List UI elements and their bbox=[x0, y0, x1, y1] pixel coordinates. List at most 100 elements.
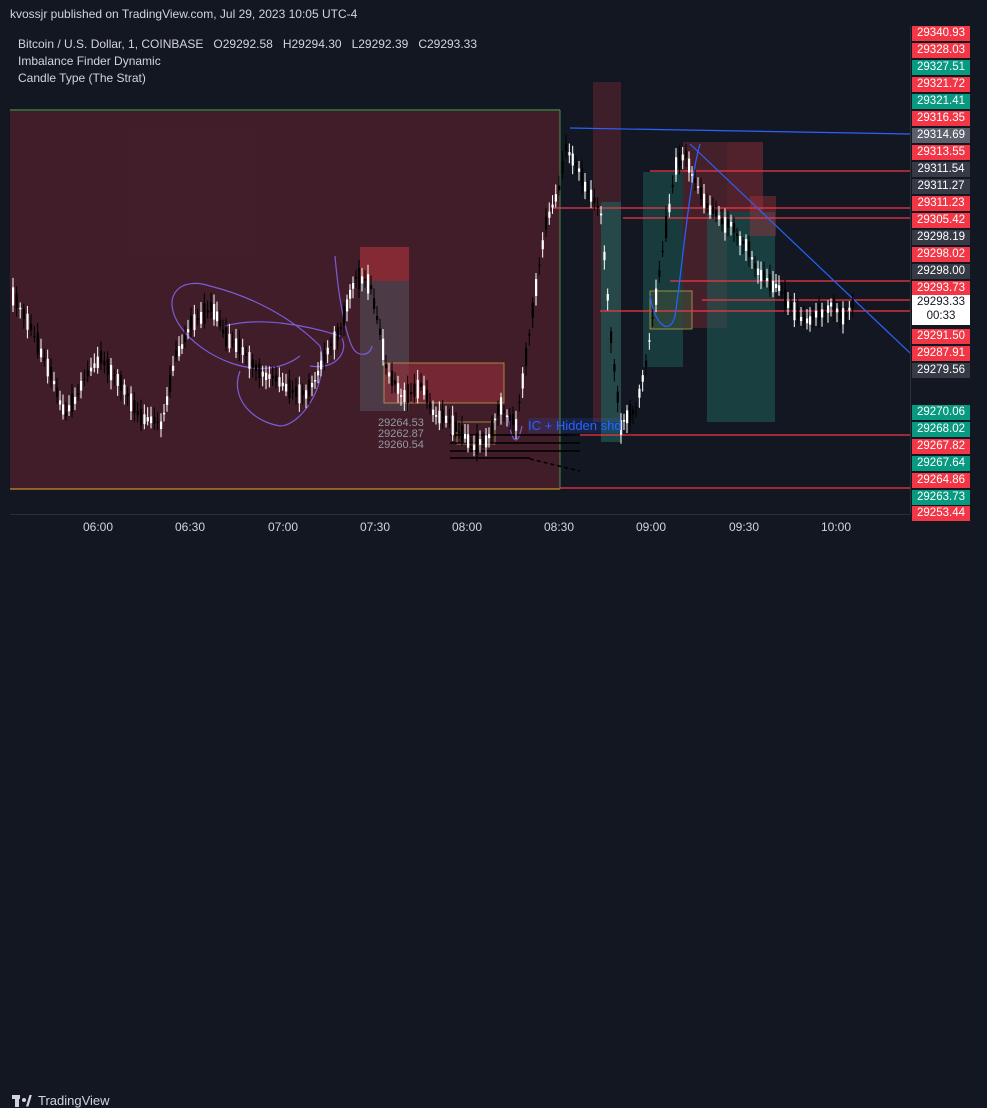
candle-body bbox=[74, 397, 77, 404]
candle-body bbox=[706, 203, 709, 209]
candle-body bbox=[518, 401, 521, 404]
candle-body bbox=[346, 299, 349, 312]
candle-body bbox=[317, 370, 320, 376]
candle-body bbox=[655, 288, 658, 305]
candle-body bbox=[509, 415, 512, 421]
candle-body bbox=[175, 350, 178, 358]
candle-body bbox=[71, 393, 74, 413]
fvg-box bbox=[383, 362, 505, 404]
candle-body bbox=[809, 316, 812, 325]
candle-body bbox=[206, 310, 209, 313]
candle-body bbox=[222, 329, 225, 334]
candle-body bbox=[703, 193, 706, 208]
price-label: 29311.23 bbox=[912, 196, 970, 211]
trendline-2 bbox=[689, 143, 910, 354]
candle-body bbox=[388, 372, 391, 377]
candle-body bbox=[410, 392, 413, 395]
candle-body bbox=[506, 415, 509, 418]
candle-body bbox=[793, 302, 796, 321]
time-label: 07:00 bbox=[267, 520, 299, 534]
candle-body bbox=[291, 390, 294, 393]
time-label: 09:00 bbox=[635, 520, 667, 534]
candle-body bbox=[323, 350, 326, 363]
candle-body bbox=[500, 397, 503, 415]
candle-body bbox=[787, 301, 790, 308]
price-label: 29298.19 bbox=[912, 230, 970, 245]
legend-symbol: Bitcoin / U.S. Dollar, 1, COINBASE bbox=[18, 37, 204, 51]
candle-body bbox=[571, 153, 574, 166]
candle-body bbox=[575, 162, 578, 166]
candle-body bbox=[587, 190, 590, 193]
legend-close: C29293.33 bbox=[418, 37, 478, 51]
candle-body bbox=[839, 308, 842, 319]
chart-pane[interactable] bbox=[10, 26, 910, 514]
candle-body bbox=[812, 313, 815, 320]
candle-body bbox=[681, 154, 684, 161]
candle-body bbox=[830, 302, 833, 307]
candle-body bbox=[451, 415, 454, 436]
candle-body bbox=[715, 210, 718, 217]
candle-body bbox=[581, 168, 584, 186]
divergence-label: IC + Hidden shd bbox=[528, 418, 622, 433]
candle-body bbox=[120, 375, 123, 391]
candle-body bbox=[187, 329, 190, 333]
price-label: 29340.93 bbox=[912, 26, 970, 41]
candle-body bbox=[146, 417, 149, 422]
candle-body bbox=[736, 233, 739, 236]
price-label: 29270.06 bbox=[912, 405, 970, 420]
candle-body bbox=[790, 304, 793, 309]
candle-body bbox=[364, 279, 367, 281]
price-label: 29316.35 bbox=[912, 111, 970, 126]
tradingview-brand[interactable]: TradingView bbox=[12, 1093, 110, 1108]
candle-body bbox=[851, 299, 854, 308]
candle-body bbox=[241, 347, 244, 356]
candle-body bbox=[123, 384, 126, 395]
candle-body bbox=[554, 194, 557, 202]
published-info: kvossjr published on TradingView.com, Ju… bbox=[10, 7, 358, 21]
candle-body bbox=[268, 374, 271, 379]
candle-body bbox=[745, 239, 748, 251]
candle-body bbox=[50, 366, 53, 380]
candle-body bbox=[216, 311, 219, 322]
candle-body bbox=[488, 434, 491, 439]
candle-body bbox=[827, 305, 830, 313]
candle-body bbox=[130, 393, 133, 412]
candle-body bbox=[133, 400, 136, 414]
candle-body bbox=[178, 346, 181, 357]
legend-indicator-2[interactable]: Candle Type (The Strat) bbox=[18, 71, 146, 85]
candle-body bbox=[391, 370, 394, 386]
legend-indicator-1[interactable]: Imbalance Finder Dynamic bbox=[18, 54, 161, 68]
candle-body bbox=[645, 360, 648, 367]
candle-body bbox=[739, 236, 742, 246]
candle-body bbox=[632, 409, 635, 414]
candle-body bbox=[448, 418, 451, 424]
candle-body bbox=[751, 257, 754, 260]
candle-body bbox=[326, 347, 329, 355]
candle-body bbox=[678, 153, 681, 167]
price-label: 29293.73 bbox=[912, 281, 970, 296]
time-axis[interactable] bbox=[10, 514, 910, 543]
candle-body bbox=[754, 263, 757, 269]
candle-body bbox=[80, 380, 83, 391]
legend-low: L29292.39 bbox=[351, 37, 409, 51]
candle-body bbox=[497, 404, 500, 416]
candle-body bbox=[265, 372, 268, 380]
candle-body bbox=[46, 358, 49, 377]
time-label: 08:00 bbox=[451, 520, 483, 534]
candle-body bbox=[778, 285, 781, 292]
candle-body bbox=[100, 350, 103, 364]
chart-canvas[interactable] bbox=[10, 26, 910, 514]
candle-body bbox=[531, 302, 534, 318]
candle-body bbox=[438, 410, 441, 424]
candle-body bbox=[56, 387, 59, 397]
candle-body bbox=[305, 390, 308, 399]
candle-body bbox=[784, 289, 787, 308]
candle-body bbox=[106, 359, 109, 375]
candle-body bbox=[203, 303, 206, 324]
price-label: 29268.02 bbox=[912, 422, 970, 437]
candle-body bbox=[455, 421, 458, 433]
candle-body bbox=[308, 379, 311, 396]
divergence-curve-3 bbox=[507, 415, 523, 441]
candle-body bbox=[288, 379, 291, 399]
candle-body bbox=[285, 383, 288, 392]
